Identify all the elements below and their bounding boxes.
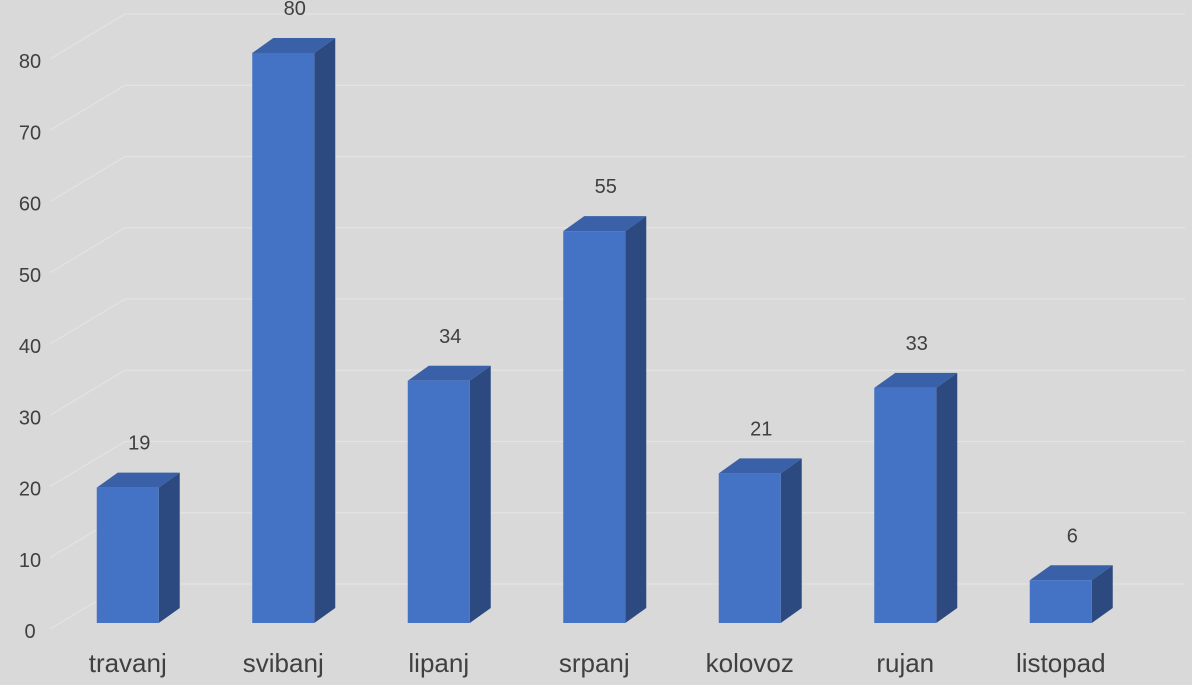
y-tick-label: 20 (19, 479, 41, 501)
data-label: 21 (750, 418, 772, 440)
x-category-label: listopad (1016, 648, 1106, 678)
x-category-label: srpanj (559, 648, 630, 678)
gridline (49, 369, 1185, 416)
data-label: 19 (128, 433, 150, 455)
gridlines (49, 13, 1185, 630)
bar-side (1091, 565, 1113, 623)
data-label: 55 (595, 176, 617, 198)
bar-svibanj (252, 38, 336, 623)
bar-lipanj (407, 365, 491, 623)
bar-travanj (96, 472, 180, 623)
data-label: 6 (1067, 525, 1078, 547)
x-category-label: kolovoz (706, 648, 794, 678)
bars (96, 38, 1113, 623)
bar-side (158, 472, 180, 623)
y-tick-label: 80 (19, 51, 41, 73)
y-tick-label: 30 (19, 407, 41, 429)
y-tick-label: 50 (19, 265, 41, 287)
gridline (49, 227, 1185, 274)
bar-front (96, 487, 159, 623)
bar-top (96, 472, 180, 488)
bar-top (563, 216, 647, 232)
data-label: 34 (439, 326, 461, 348)
y-tick-label: 40 (19, 336, 41, 358)
bar-front (718, 473, 781, 623)
bar-top (1029, 565, 1113, 581)
bar-top (874, 372, 958, 388)
x-category-label: travanj (89, 648, 167, 678)
gridline (49, 84, 1185, 131)
bar-top (407, 365, 491, 381)
gridline (49, 298, 1185, 345)
x-axis-categories: travanj svibanj lipanj srpanj kolovoz rujan li… (89, 648, 1106, 678)
data-labels: 19 80 34 55 21 33 6 (128, 0, 1078, 547)
bar-side (780, 458, 802, 623)
bar-top (252, 38, 336, 53)
y-tick-label: 70 (19, 122, 41, 144)
bar-top (718, 458, 802, 474)
y-axis-ticks: 0 10 20 30 40 50 60 70 80 (19, 51, 41, 643)
y-tick-label: 60 (19, 194, 41, 216)
x-category-label: svibanj (243, 648, 324, 678)
bar-side (469, 365, 491, 623)
bar-side (314, 38, 336, 623)
x-category-label: lipanj (408, 648, 469, 678)
bar-listopad (1029, 565, 1113, 623)
gridline (49, 13, 1185, 60)
bar-srpanj (563, 216, 647, 623)
bar-front (874, 387, 937, 623)
data-label: 80 (284, 0, 306, 20)
gridline (49, 155, 1185, 203)
bar-kolovoz (718, 458, 802, 623)
x-category-label: rujan (876, 648, 934, 678)
bar-front (407, 380, 470, 623)
bar-front (252, 53, 315, 623)
y-tick-label: 10 (19, 550, 41, 572)
bar-front (1029, 580, 1092, 623)
gridline (49, 440, 1185, 488)
data-label: 33 (906, 333, 928, 355)
bar-front (563, 231, 626, 623)
bar-rujan (874, 372, 958, 623)
bar-side (936, 372, 958, 623)
y-tick-label: 0 (24, 621, 35, 643)
bar-side (625, 216, 647, 623)
